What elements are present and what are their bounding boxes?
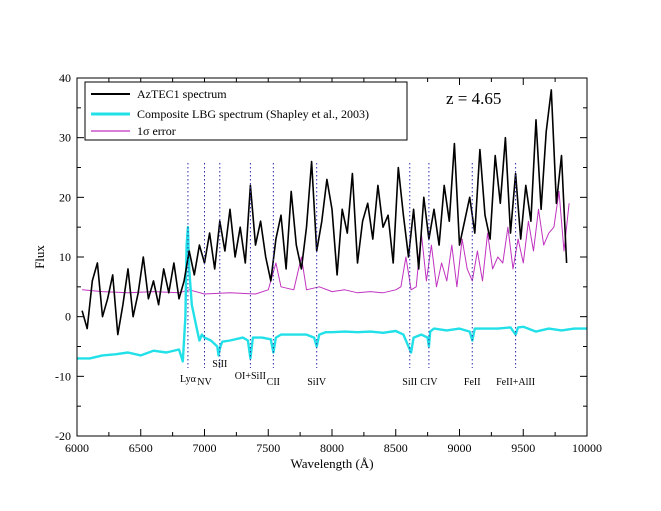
x-tick-label-0: 6000 [65, 441, 89, 455]
line-label-9: FeII+AlII [496, 377, 535, 388]
line-label-6: SiII [402, 377, 417, 388]
legend-label-error: 1σ error [137, 124, 176, 138]
x-tick-label-8: 10000 [572, 441, 602, 455]
line-label-1: NV [197, 377, 212, 388]
line-label-4: CII [267, 377, 280, 388]
y-tick-label-4: 20 [59, 190, 71, 204]
line-label-2: SiII [212, 359, 227, 370]
legend-label-lbg: Composite LBG spectrum (Shapley et al., … [137, 107, 369, 121]
line-label-5: SiIV [307, 377, 327, 388]
y-tick-label-0: -20 [55, 429, 71, 443]
labels-layer: 6000 6500 7000 7500 8000 8500 9000 9500 10000 -20… [55, 71, 602, 455]
y-tick-label-3: 10 [59, 250, 71, 264]
line-label-0: Lyα [180, 374, 197, 385]
x-tick-label-2: 7000 [193, 441, 217, 455]
x-tick-label-3: 7500 [256, 441, 280, 455]
y-tick-label-2: 0 [65, 310, 71, 324]
legend-label-aztec: AzTEC1 spectrum [137, 87, 227, 101]
line-label-8: FeII [464, 377, 481, 388]
series-aztec1 [81, 89, 568, 336]
legend-box [84, 81, 408, 141]
x-tick-label-1: 6500 [129, 441, 153, 455]
y-tick-label-1: -10 [55, 369, 71, 383]
x-tick-label-4: 8000 [320, 441, 344, 455]
line-label-7: CIV [420, 377, 438, 388]
y-tick-label-6: 40 [59, 71, 71, 85]
legend: AzTEC1 spectrum Composite LBG spectrum (… [84, 81, 408, 141]
redshift-annotation: z = 4.65 [446, 89, 501, 108]
y-axis-label: Flux [32, 245, 47, 269]
x-tick-label-6: 9000 [448, 441, 472, 455]
line-label-3: OI+SiII [235, 371, 266, 382]
x-axis-label: Wavelength (Å) [290, 456, 373, 471]
x-tick-label-7: 9500 [511, 441, 535, 455]
series-lbg-composite [77, 225, 587, 363]
x-tick-label-5: 8500 [384, 441, 408, 455]
y-tick-label-5: 30 [59, 131, 71, 145]
